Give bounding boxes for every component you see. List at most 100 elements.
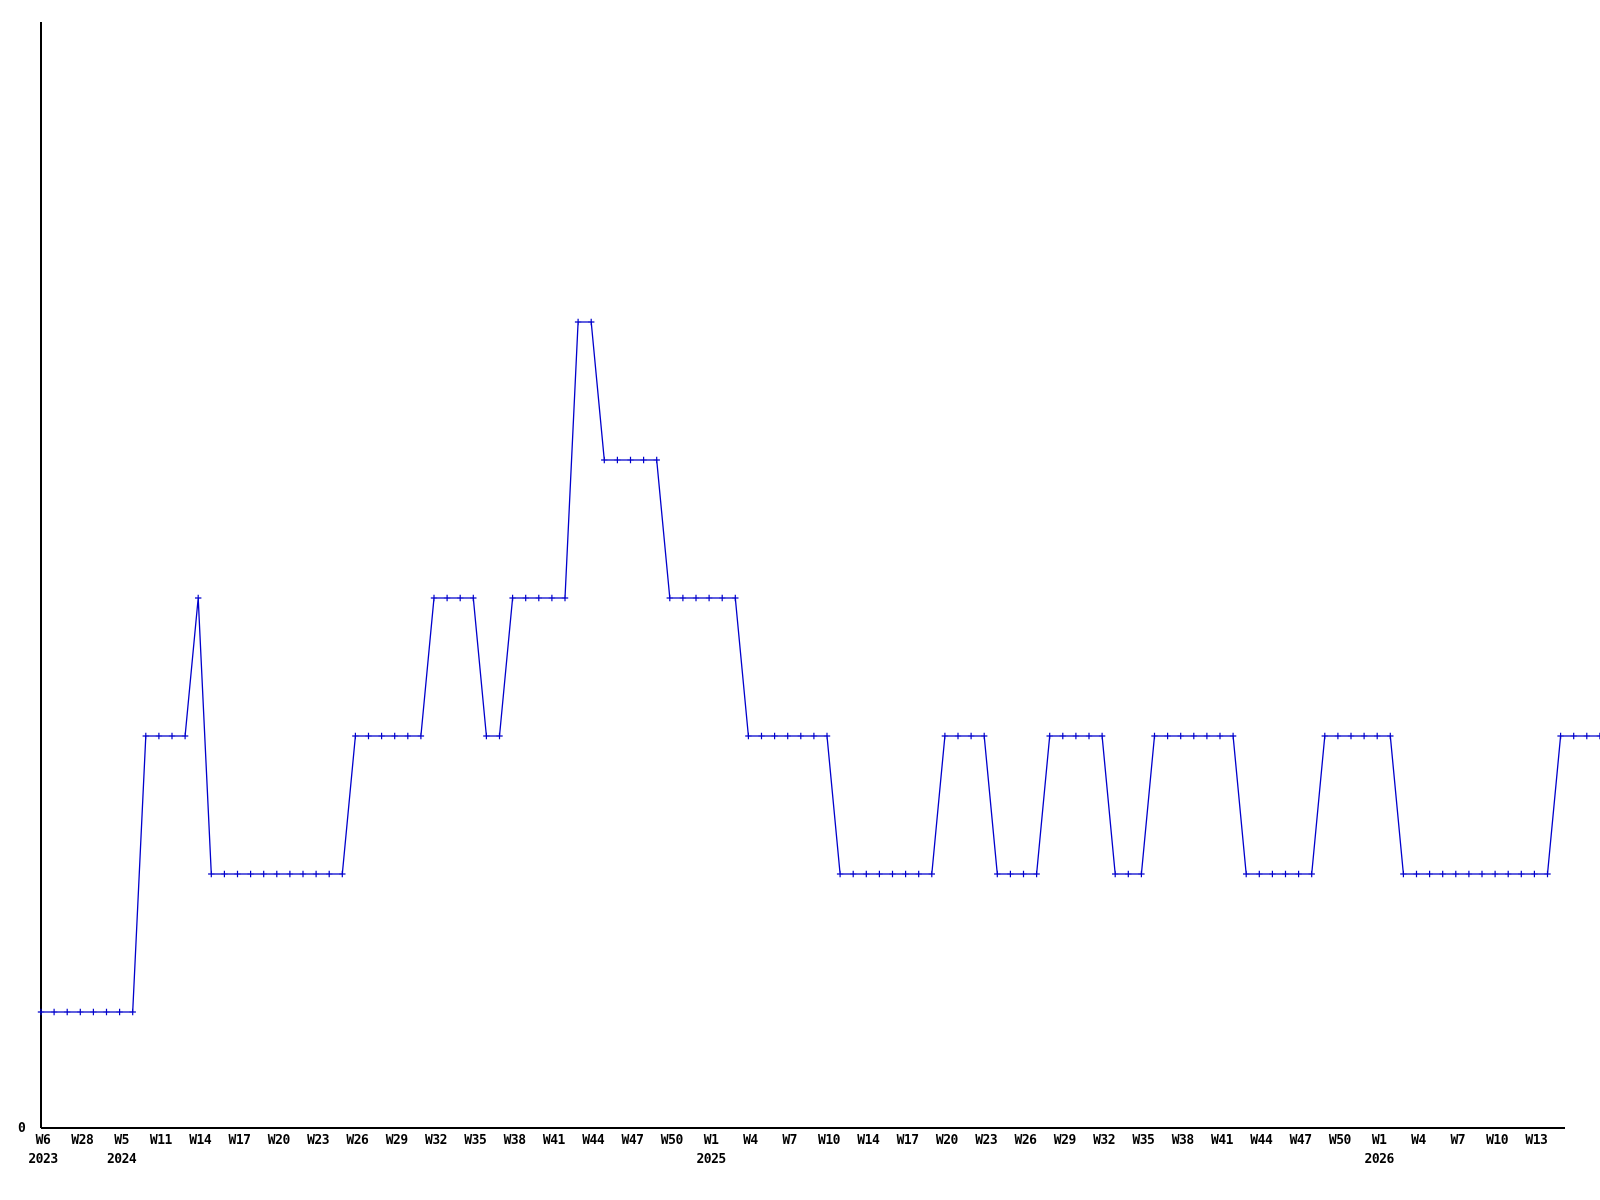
data-point-marker <box>208 870 215 878</box>
data-point-marker <box>234 870 241 878</box>
x-axis-year-label: 2025 <box>696 1152 726 1167</box>
data-point-marker <box>1334 732 1342 740</box>
x-axis-tick-label: W13 <box>1525 1133 1548 1148</box>
data-point-marker <box>967 732 975 740</box>
data-point-marker <box>1505 870 1512 878</box>
series-line <box>41 321 1600 1013</box>
data-point-marker <box>90 1008 97 1016</box>
data-point-marker <box>1098 732 1106 740</box>
data-point-marker <box>692 594 700 602</box>
x-axis-tick-label: W26 <box>1014 1133 1037 1148</box>
data-point-marker <box>758 732 765 740</box>
data-point-marker <box>404 732 411 740</box>
data-point-marker <box>745 732 752 740</box>
x-axis-tick-label: W38 <box>1171 1133 1194 1148</box>
x-axis-tick-label: W32 <box>1093 1133 1116 1148</box>
data-point-marker <box>457 594 464 602</box>
data-point-marker <box>1085 732 1093 740</box>
data-point-marker <box>50 1008 58 1016</box>
x-axis-tick-label: W44 <box>1250 1133 1273 1148</box>
data-point-marker <box>1452 870 1459 878</box>
data-point-marker <box>299 870 307 878</box>
x-axis-tick-label: W41 <box>542 1133 565 1148</box>
data-point-marker <box>1413 870 1420 878</box>
data-point-marker <box>1164 732 1171 740</box>
data-point-marker <box>443 594 451 602</box>
data-point-marker <box>771 732 778 740</box>
data-point-marker <box>548 594 556 602</box>
data-point-marker <box>732 594 739 602</box>
x-axis-tick-label: W1 <box>703 1133 719 1148</box>
data-point-marker <box>391 732 398 740</box>
data-point-marker <box>116 1008 123 1016</box>
x-axis-tick-label: W6 <box>35 1133 51 1148</box>
x-axis-tick-label: W26 <box>346 1133 369 1148</box>
data-point-marker <box>1282 870 1289 878</box>
data-point-marker <box>37 1008 45 1016</box>
data-point-marker <box>352 732 359 740</box>
data-point-marker <box>1269 870 1276 878</box>
x-axis-tick-label: W5 <box>114 1133 129 1148</box>
data-point-marker <box>1557 732 1564 740</box>
data-point-marker <box>64 1008 71 1016</box>
x-axis-tick-label: W35 <box>1132 1133 1155 1148</box>
x-axis-tick-label: W7 <box>1450 1133 1466 1148</box>
data-point-marker <box>614 456 621 464</box>
x-axis-tick-label: W11 <box>149 1133 172 1148</box>
data-point-marker <box>1374 732 1381 740</box>
data-point-marker <box>430 594 438 602</box>
data-point-marker <box>653 456 660 464</box>
data-point-marker <box>1465 870 1473 878</box>
axis-lines <box>40 22 1565 1129</box>
data-point-marker <box>312 870 320 878</box>
data-point-marker <box>915 870 922 878</box>
data-point-marker <box>928 870 935 878</box>
x-axis-tick-label: W23 <box>975 1133 998 1148</box>
data-point-marker <box>1203 732 1211 740</box>
x-axis-tick-label: W14 <box>857 1133 880 1148</box>
data-point-marker <box>823 732 831 740</box>
data-point-marker <box>810 732 818 740</box>
x-axis-year-label: 2026 <box>1364 1152 1395 1167</box>
data-point-marker <box>601 456 608 464</box>
data-point-marker <box>1387 732 1394 740</box>
data-point-marker <box>1439 870 1446 878</box>
data-point-marker <box>981 732 988 740</box>
data-point-marker <box>1347 732 1355 740</box>
x-axis-tick-label: W14 <box>189 1133 212 1148</box>
data-point-marker <box>1426 870 1433 878</box>
data-point-marker <box>326 870 333 878</box>
data-point-marker <box>1295 870 1302 878</box>
data-point-marker <box>77 1008 84 1016</box>
data-point-marker <box>496 732 503 740</box>
data-point-marker <box>1216 732 1224 740</box>
data-point-marker <box>994 870 1001 878</box>
data-point-marker <box>1033 870 1040 878</box>
series-markers <box>37 318 1600 1016</box>
data-point-marker <box>195 594 202 602</box>
x-axis-tick-label: W10 <box>818 1133 840 1148</box>
data-point-marker <box>1243 870 1250 878</box>
data-point-marker <box>1570 732 1577 740</box>
x-axis-tick-label: W38 <box>503 1133 526 1148</box>
data-point-marker <box>1112 870 1119 878</box>
x-axis-tick-label: W29 <box>385 1133 408 1148</box>
data-point-marker <box>1400 870 1407 878</box>
data-point-marker <box>1321 732 1328 740</box>
data-point-marker <box>1138 870 1145 878</box>
data-point-marker <box>417 732 425 740</box>
data-point-marker <box>103 1008 110 1016</box>
data-point-marker <box>1544 870 1551 878</box>
x-axis-tick-label: W28 <box>71 1133 94 1148</box>
data-point-marker <box>850 870 857 878</box>
data-point-marker <box>588 318 595 326</box>
data-point-marker <box>509 594 516 602</box>
data-point-marker <box>155 732 163 740</box>
data-point-marker <box>954 732 962 740</box>
data-point-marker <box>1491 870 1499 878</box>
data-point-marker <box>1072 732 1080 740</box>
data-point-marker <box>719 594 726 602</box>
x-axis-tick-label: W44 <box>582 1133 605 1148</box>
x-axis-tick-label: W41 <box>1211 1133 1233 1148</box>
